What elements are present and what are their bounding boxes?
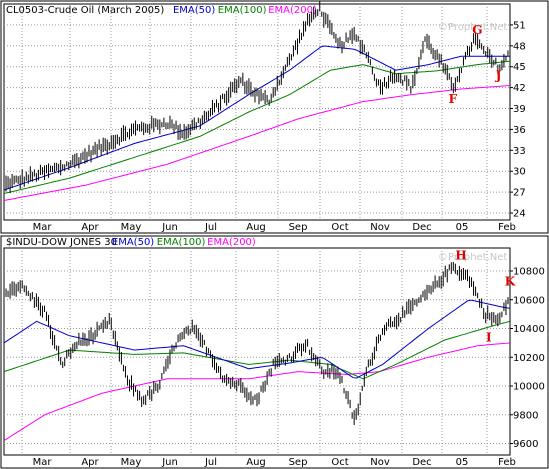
y-tick-label: 10000 bbox=[513, 382, 545, 393]
title-part-4: EMA(200) bbox=[207, 237, 256, 248]
title-part-4: EMA(200) bbox=[268, 5, 317, 16]
y-tick-label: 39 bbox=[513, 104, 526, 115]
x-tick-label: Dec bbox=[412, 222, 431, 233]
x-tick-label: Jul bbox=[204, 457, 217, 468]
title-part-1: CL0503-Crude Oil (March 2005) bbox=[6, 5, 164, 16]
x-tick-label: Jul bbox=[204, 222, 217, 233]
annotation-G: G bbox=[472, 23, 482, 37]
title-part-1: $INDU-DOW JONES 30 bbox=[6, 237, 117, 248]
y-tick-label: 42 bbox=[513, 83, 526, 94]
y-tick-label: 45 bbox=[513, 62, 526, 73]
x-tick-label: Dec bbox=[412, 457, 431, 468]
annotation-J: J bbox=[495, 68, 502, 82]
y-tick-label: 24 bbox=[513, 209, 526, 220]
title-part-2: EMA(50) bbox=[112, 237, 154, 248]
chart-panel-2: 9600 9800 10000 10200 10400 10600 10800 Mar Apr M… bbox=[0, 235, 549, 469]
x-tick-label: Oct bbox=[331, 222, 348, 233]
panel-frame bbox=[0, 0, 549, 234]
x-tick-label: Mar bbox=[33, 222, 53, 233]
x-tick-label: Nov bbox=[370, 222, 390, 233]
y-tick-label: 9800 bbox=[513, 410, 538, 421]
x-tick-label: Sep bbox=[289, 222, 308, 233]
x-tick-label: Feb bbox=[498, 457, 516, 468]
title-part-3: EMA(100) bbox=[157, 237, 206, 248]
annotation-K: K bbox=[505, 274, 516, 288]
annotation-I: I bbox=[486, 330, 492, 344]
annotation-F: F bbox=[449, 92, 458, 106]
x-tick-label: 05 bbox=[456, 222, 469, 233]
x-tick-label: Apr bbox=[81, 222, 99, 233]
x-tick-label: Mar bbox=[33, 457, 53, 468]
x-tick-label: May bbox=[121, 457, 142, 468]
y-tick-label: 10400 bbox=[513, 324, 545, 335]
x-tick-label: Sep bbox=[289, 457, 308, 468]
x-tick-label: Feb bbox=[498, 222, 516, 233]
y-tick-label: 33 bbox=[513, 146, 526, 157]
title-part-2: EMA(50) bbox=[173, 5, 215, 16]
plot-area bbox=[3, 3, 511, 221]
x-tick-label: Apr bbox=[81, 457, 99, 468]
x-tick-label: Nov bbox=[370, 457, 390, 468]
x-tick-label: Aug bbox=[246, 222, 266, 233]
annotation-H: H bbox=[455, 249, 466, 263]
y-tick-label: 10600 bbox=[513, 295, 545, 306]
x-tick-label: May bbox=[121, 222, 142, 233]
ema50-line bbox=[3, 299, 511, 379]
watermark: ©Prophet.Net bbox=[438, 252, 507, 263]
title-part-3: EMA(100) bbox=[218, 5, 267, 16]
x-tick-label: Oct bbox=[331, 457, 348, 468]
y-tick-label: 48 bbox=[513, 41, 526, 52]
watermark: ©Prophet.Net bbox=[438, 22, 507, 33]
x-tick-label: Aug bbox=[246, 457, 266, 468]
plot-area bbox=[3, 247, 511, 456]
y-tick-label: 10800 bbox=[513, 267, 545, 278]
ema200-line bbox=[3, 342, 511, 442]
y-tick-label: 51 bbox=[513, 20, 526, 31]
x-tick-label: 05 bbox=[456, 457, 469, 468]
ema100-line bbox=[3, 320, 511, 380]
chart-panel-1: 24 27 30 33 36 39 42 45 48 51 Mar Apr May Jun Jul Aug Se… bbox=[0, 0, 549, 234]
x-tick-label: Jun bbox=[161, 222, 178, 233]
y-tick-label: 10200 bbox=[513, 353, 545, 364]
y-tick-label: 27 bbox=[513, 188, 526, 199]
y-tick-label: 30 bbox=[513, 167, 526, 178]
y-tick-label: 9600 bbox=[513, 439, 538, 450]
x-tick-label: Jun bbox=[161, 457, 178, 468]
ema200-line bbox=[3, 85, 511, 201]
ema100-line bbox=[3, 60, 511, 194]
annotation-L: L bbox=[310, 0, 319, 3]
y-tick-label: 36 bbox=[513, 125, 526, 136]
